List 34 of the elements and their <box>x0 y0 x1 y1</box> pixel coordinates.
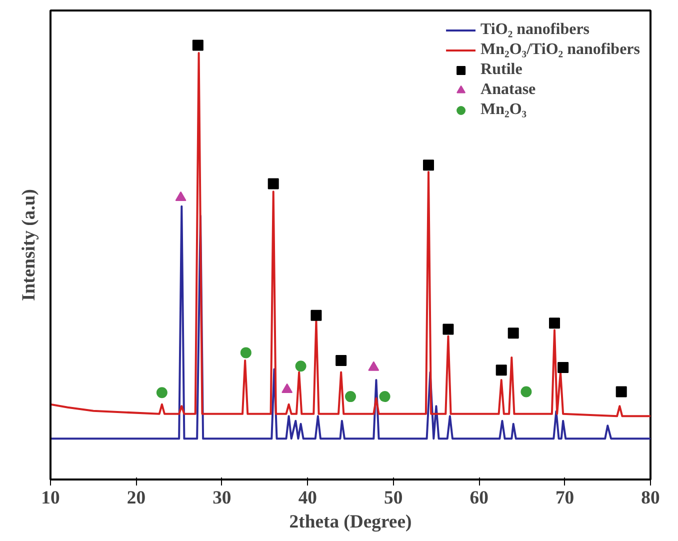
point <box>616 386 627 398</box>
x-tick-label: 60 <box>470 488 488 508</box>
x-tick-label: 30 <box>212 488 232 508</box>
y-axis-title: Intensity (a.u) <box>18 189 40 301</box>
x-tick-label: 80 <box>641 488 660 508</box>
point <box>496 364 507 376</box>
x-tick-label: 50 <box>384 488 403 508</box>
point <box>558 362 569 373</box>
point <box>310 310 322 321</box>
point <box>549 318 560 329</box>
point <box>240 347 252 358</box>
point <box>192 40 204 51</box>
point <box>268 178 279 190</box>
point <box>423 160 434 171</box>
x-tick-label: 10 <box>41 488 60 508</box>
point <box>379 391 390 402</box>
point <box>175 191 186 202</box>
point <box>520 386 532 398</box>
x-tick-label: 40 <box>298 488 317 508</box>
legend-label: TiO₂ nanofibers <box>480 21 590 39</box>
legend-label: Rutile <box>480 61 522 79</box>
legend-label: Mn₂O₃ <box>480 101 527 119</box>
legend-label: Anatase <box>480 81 536 99</box>
x-axis-title: 2theta (Degree) <box>289 512 412 532</box>
x-tick-label: 20 <box>126 488 146 508</box>
point <box>368 361 380 371</box>
point <box>508 328 519 339</box>
point <box>345 391 356 402</box>
point <box>442 324 454 335</box>
x-tick-label: 70 <box>555 488 574 508</box>
point <box>156 387 168 398</box>
point <box>295 360 306 372</box>
point <box>336 355 347 366</box>
legend-label: Mn₂O₃/TiO₂ nanofibers <box>480 41 640 59</box>
